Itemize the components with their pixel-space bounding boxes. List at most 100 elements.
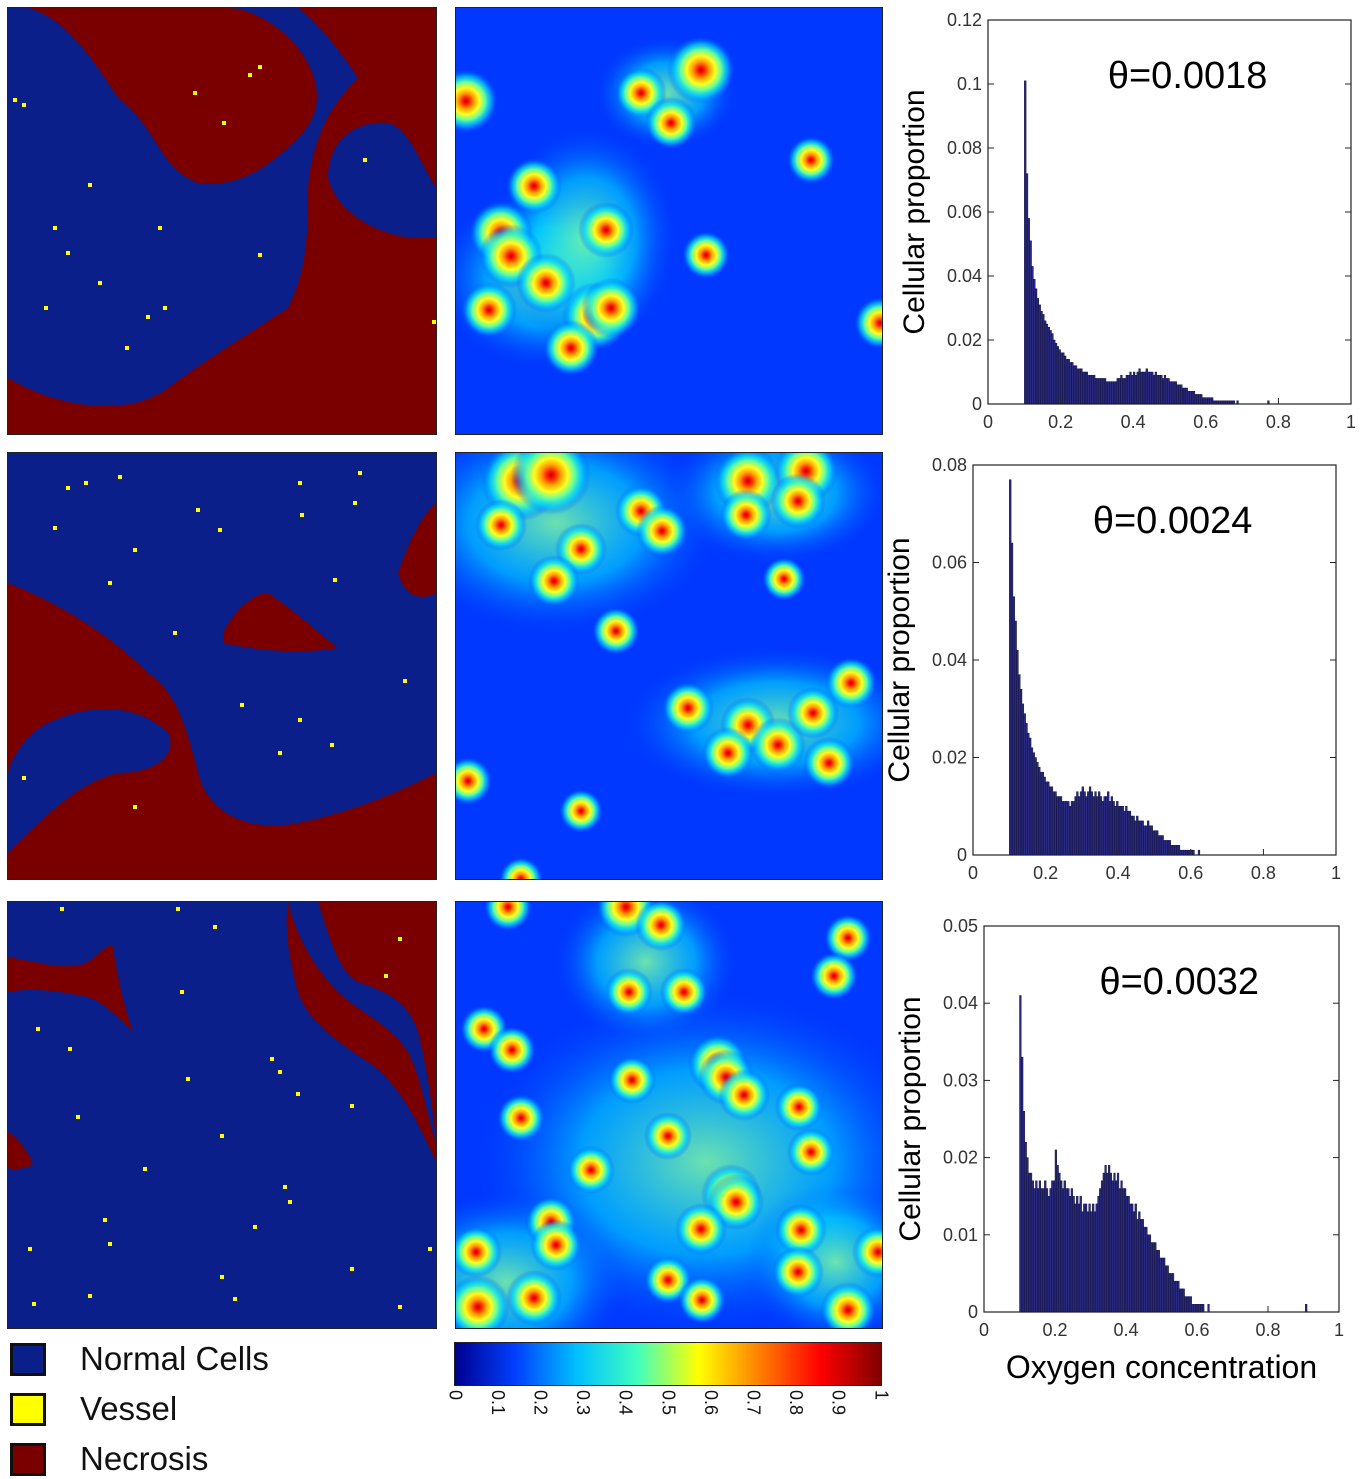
histogram-bar xyxy=(1209,397,1212,405)
histogram-bar xyxy=(1305,1304,1308,1313)
x-tick-label: 0.2 xyxy=(1033,863,1058,883)
vessel-hotspot xyxy=(824,914,872,962)
histogram-bar xyxy=(1056,1165,1059,1313)
vessel-hotspot xyxy=(456,1226,502,1278)
histogram-bar xyxy=(1176,384,1179,405)
histogram-bar xyxy=(1056,796,1059,856)
histogram-bar xyxy=(1021,1057,1024,1313)
y-tick-label: 0.02 xyxy=(932,748,967,768)
oxygen-map-2 xyxy=(455,452,883,880)
histogram-bar xyxy=(1139,820,1142,856)
histogram-bar xyxy=(1216,400,1219,405)
histogram-bar xyxy=(1054,343,1058,405)
histogram-bar xyxy=(1053,339,1056,405)
histogram-bar xyxy=(1116,801,1119,856)
histogram-bar xyxy=(1099,1188,1102,1313)
histogram-bar xyxy=(1104,1165,1107,1313)
histogram-bar xyxy=(1018,674,1021,856)
histogram-bar xyxy=(1070,1188,1073,1313)
histogram-bar xyxy=(1114,381,1118,405)
histogram-bar xyxy=(1025,173,1029,405)
vessel-hotspot xyxy=(516,253,576,313)
colorbar-tick-label: 0.3 xyxy=(573,1390,593,1415)
histogram-bar xyxy=(1165,840,1168,856)
histogram-bar xyxy=(1127,810,1130,856)
histogram-bar xyxy=(1167,378,1170,405)
histogram-bar xyxy=(1163,375,1167,405)
histogram-bar xyxy=(1187,1296,1191,1313)
histogram-bar xyxy=(1064,355,1067,405)
histogram-2: 0 0.02 0.04 0.06 0.08 0 0.2 0.4 0.6 0.8 1 θ=0.0024 C… xyxy=(886,455,1341,883)
histogram-column: 0 0.02 0.04 0.06 0.08 0.1 0.12 0 0.2 0.4 0.6 0.8 1 θ=… xyxy=(886,10,1356,1385)
vessel-hotspot xyxy=(567,1146,615,1194)
histogram-bar xyxy=(1221,400,1225,405)
histogram-bar xyxy=(1093,375,1096,405)
histogram-bar xyxy=(1164,1265,1168,1313)
histogram-bar xyxy=(1214,400,1217,405)
x-tick-label: 0.6 xyxy=(1184,1320,1209,1340)
histogram-bar xyxy=(1068,1195,1072,1313)
histogram-bar xyxy=(1092,1203,1095,1313)
histogram-bar xyxy=(1149,371,1152,405)
histogram-bar xyxy=(1167,840,1170,856)
histogram-bar xyxy=(1060,352,1063,405)
histogram-bar xyxy=(1069,362,1072,405)
vessel-hotspot xyxy=(750,717,806,773)
histogram-bar xyxy=(1148,1234,1152,1313)
x-tick-label: 0.4 xyxy=(1113,1320,1138,1340)
histogram-bar xyxy=(1161,1257,1164,1313)
histogram-bar xyxy=(1050,786,1054,856)
histogram-bar xyxy=(1090,1211,1093,1313)
histogram-bar xyxy=(1121,806,1124,856)
histogram-bar xyxy=(1103,378,1107,405)
x-tick-label: 0.2 xyxy=(1048,412,1073,432)
legend-item-necrosis: Necrosis xyxy=(10,1439,208,1479)
histogram-bar xyxy=(1045,781,1048,856)
y-tick-label: 0.05 xyxy=(943,916,978,936)
histogram-bar xyxy=(1236,400,1239,405)
histogram-bar xyxy=(1174,845,1177,856)
histogram-bar xyxy=(1170,845,1173,856)
histogram-bar xyxy=(1092,796,1095,856)
histogram-bar xyxy=(1033,1188,1036,1313)
histogram-bar xyxy=(1186,849,1190,856)
colorbar-tick-label: 0.2 xyxy=(530,1390,550,1415)
histogram-bar xyxy=(1054,791,1057,856)
colorbar-tick-label: 0.9 xyxy=(829,1390,849,1415)
legend-item-normal-cells: Normal Cells xyxy=(10,1339,269,1379)
histogram-bar xyxy=(1051,1180,1054,1313)
vessels xyxy=(22,471,407,809)
histogram-bar xyxy=(1136,815,1139,856)
histogram-bar xyxy=(1091,375,1094,405)
x-tick-label: 0.8 xyxy=(1251,863,1276,883)
legend-swatch-normal-cells xyxy=(10,1342,46,1376)
histogram-bar xyxy=(1212,400,1216,405)
histogram-bar xyxy=(1036,762,1039,856)
y-tick-label: 0.01 xyxy=(943,1225,978,1245)
histogram-bar xyxy=(1127,375,1130,405)
histogram-bar xyxy=(1127,1195,1130,1313)
x-tick-label: 0 xyxy=(979,1320,989,1340)
necrosis-region xyxy=(286,902,436,1162)
y-tick-label: 0 xyxy=(972,394,982,414)
histogram-bar xyxy=(1186,1296,1189,1313)
histogram-bar xyxy=(1108,801,1112,856)
histogram-bar xyxy=(1154,1242,1157,1313)
histogram-bar xyxy=(1047,781,1050,856)
histogram-bar xyxy=(1198,394,1201,405)
histogram-bar xyxy=(1197,849,1201,856)
histogram-bar xyxy=(1107,381,1110,405)
histogram-bar xyxy=(1163,840,1166,856)
histogram-bar xyxy=(1093,1211,1097,1313)
histogram-bar xyxy=(1211,397,1214,405)
vessel-hotspot xyxy=(484,902,532,931)
histogram-bar xyxy=(1040,1188,1043,1313)
vessel-hotspot xyxy=(528,555,580,607)
histogram-bar xyxy=(1067,1188,1070,1313)
vessel-hotspot xyxy=(559,789,603,833)
histogram-bar xyxy=(1111,1180,1114,1313)
histogram-bar xyxy=(1192,391,1196,405)
histogram-bar xyxy=(1176,845,1179,856)
x-tick-label: 0.8 xyxy=(1266,412,1291,432)
histogram-bar xyxy=(1120,1180,1123,1313)
